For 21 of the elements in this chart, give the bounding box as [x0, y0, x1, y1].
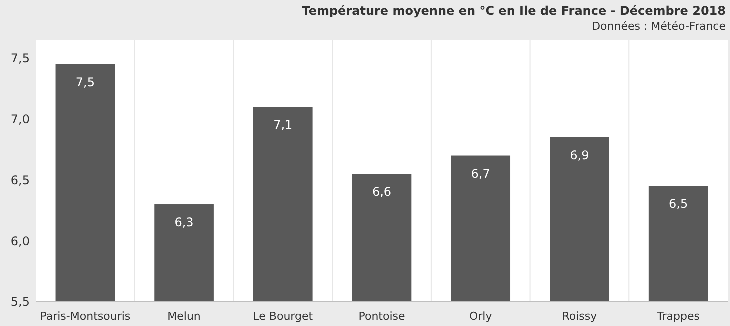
data-label: 6,3 [174, 216, 194, 230]
chart-title: Température moyenne en °C en Ile de France - Décembre 2018 [302, 4, 726, 18]
y-tick-label: 6,0 [10, 234, 30, 248]
data-label: 6,7 [471, 166, 490, 181]
x-tick-label: Le Bourget [253, 310, 314, 323]
x-tick-label: Trappes [656, 310, 700, 323]
x-tick-label: Melun [168, 310, 201, 323]
y-tick-label: 7,5 [10, 51, 30, 66]
y-tick-label: 6,5 [10, 173, 30, 188]
x-tick-label: Orly [469, 310, 493, 323]
data-label: 6,9 [570, 148, 590, 162]
x-tick-label: Pontoise [358, 310, 406, 323]
data-label: 7,5 [76, 75, 95, 90]
chart-subtitle: Données : Météo-France [592, 20, 726, 33]
data-label: 7,1 [274, 118, 293, 132]
x-tick-label: Paris-Montsouris [40, 310, 131, 323]
x-tick-label: Roissy [562, 310, 598, 323]
data-label: 6,6 [372, 185, 392, 200]
y-tick-label: 7,0 [10, 112, 30, 126]
data-label: 6,5 [669, 197, 688, 212]
y-tick-label: 5,5 [10, 295, 30, 310]
